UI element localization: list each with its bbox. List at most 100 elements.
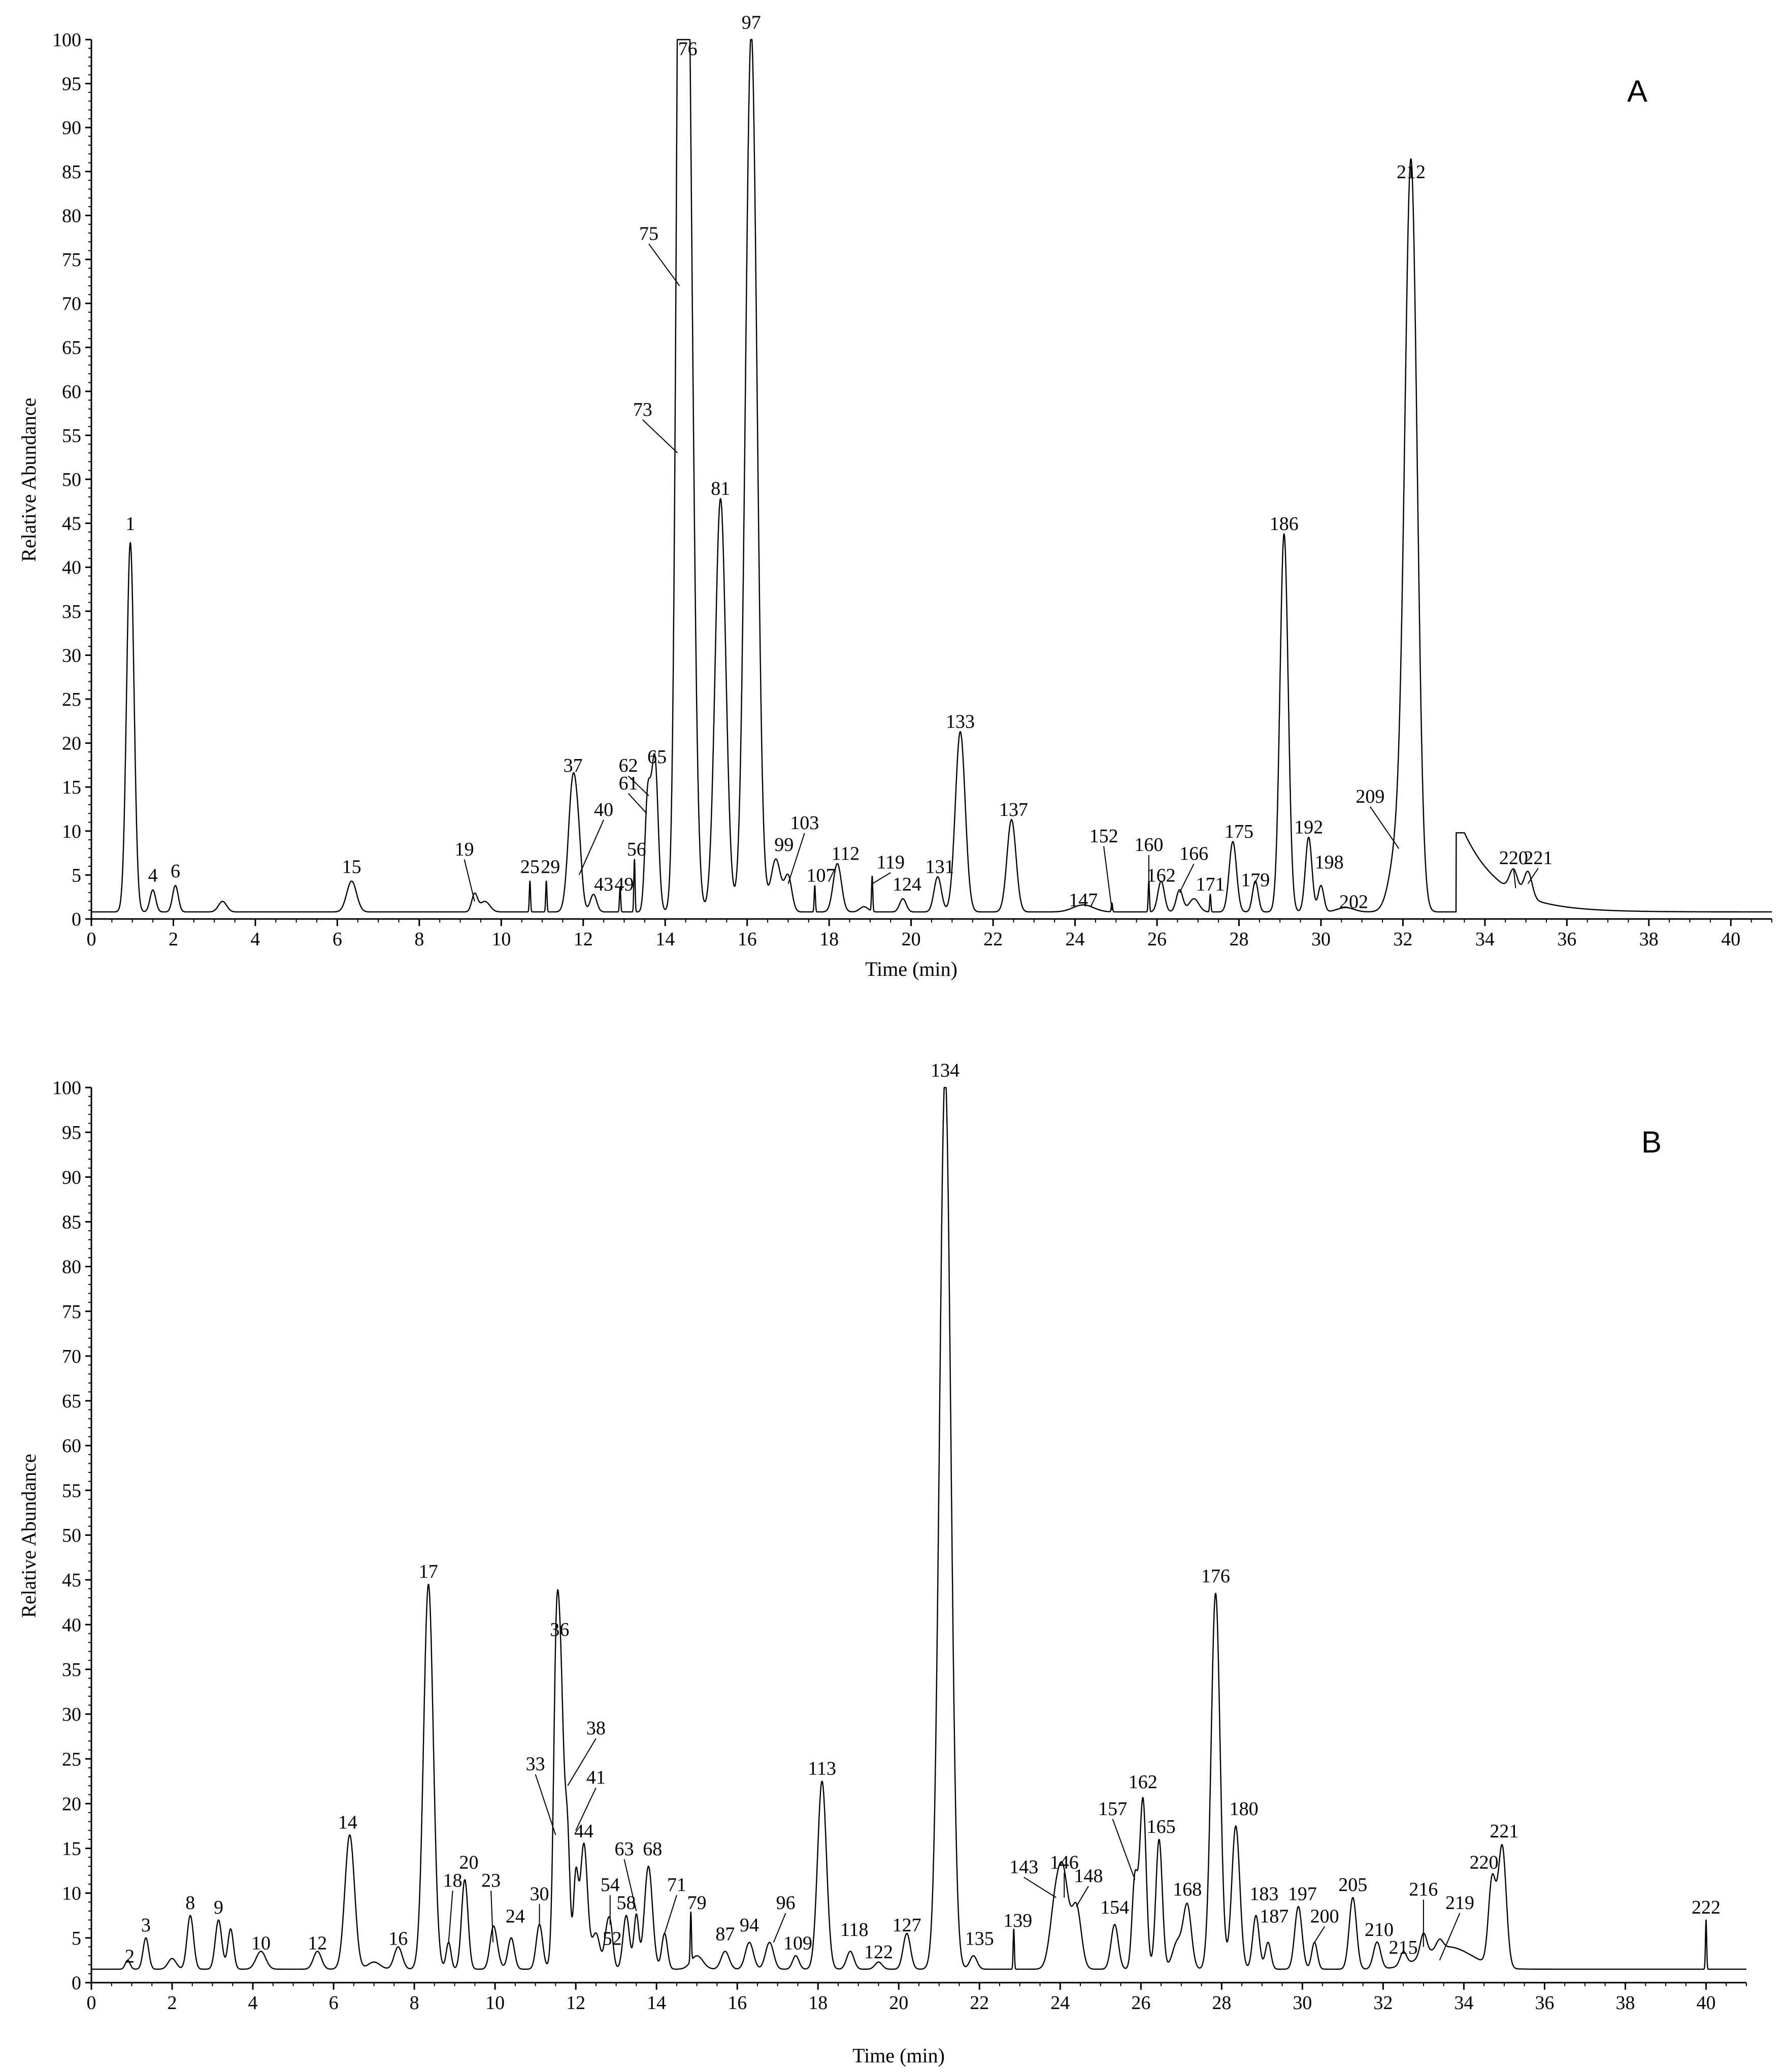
peak-leader-line [1103,846,1113,910]
peak-label: 166 [1179,843,1208,864]
peak-label: 216 [1409,1879,1438,1900]
y-tick-label: 75 [62,1301,81,1323]
y-tick-label: 50 [62,1525,81,1547]
y-tick-label: 60 [62,1435,81,1457]
peak-label: 41 [586,1767,606,1788]
peak-leader-line [1314,1926,1325,1943]
peak-label: 23 [481,1870,501,1891]
peak-label: 56 [627,839,646,860]
peak-label: 221 [1490,1821,1518,1842]
x-tick-label: 16 [738,929,757,950]
x-tick-label: 32 [1393,929,1412,950]
y-tick-label: 35 [62,601,81,622]
peak-label: 3 [141,1915,151,1936]
x-tick-label: 16 [728,1992,747,2014]
peak-label: 186 [1270,513,1299,535]
y-tick-label: 55 [62,425,81,446]
y-axis-label: Relative Abundance [17,1454,40,1618]
peak-label: 143 [1009,1856,1038,1878]
peak-label: 16 [388,1928,408,1949]
peak-label: 205 [1338,1874,1367,1896]
panel-a: 0510152025303540455055606570758085909510… [17,12,1772,980]
x-tick-label: 40 [1696,1992,1715,2014]
x-tick-label: 14 [655,929,675,950]
peak-label: 147 [1069,890,1098,911]
peak-label: 152 [1089,826,1118,847]
peak-label: 180 [1230,1798,1259,1820]
peak-label: 1 [125,513,135,535]
x-tick-label: 12 [566,1992,585,2014]
y-tick-label: 75 [62,249,81,271]
x-tick-label: 40 [1721,929,1740,950]
x-tick-label: 2 [169,929,178,950]
peak-label: 15 [342,856,361,877]
y-tick-label: 0 [72,1972,81,1994]
peak-label: 154 [1100,1897,1129,1918]
peak-label: 30 [530,1883,549,1904]
peak-label: 148 [1074,1865,1103,1887]
y-tick-label: 30 [62,1704,81,1725]
y-axis-label: Relative Abundance [17,398,40,562]
y-tick-label: 70 [62,1346,81,1367]
peak-label: 81 [711,478,730,500]
y-tick-label: 60 [62,381,81,403]
peak-leader-line [1370,806,1400,849]
x-tick-label: 34 [1454,1992,1473,2014]
peak-leader-line [642,419,678,453]
x-tick-label: 36 [1535,1992,1554,2014]
peak-label: 122 [864,1942,893,1963]
peak-label: 37 [564,755,583,776]
y-tick-label: 80 [62,205,81,226]
peak-label: 8 [185,1892,195,1914]
x-tick-label: 10 [485,1992,505,2014]
x-tick-label: 0 [87,1992,96,2014]
peak-leader-line [1112,1819,1136,1880]
peak-leader-line [448,1890,453,1943]
peak-label: 202 [1339,892,1368,913]
peak-label: 215 [1389,1937,1418,1958]
peak-label: 183 [1249,1883,1278,1904]
x-tick-label: 24 [1050,1992,1070,2014]
peak-label: 133 [946,711,975,733]
x-tick-label: 8 [414,929,424,950]
y-tick-label: 85 [62,1211,81,1233]
y-tick-label: 95 [62,74,81,95]
y-tick-label: 50 [62,469,81,490]
peak-label: 146 [1050,1852,1079,1873]
y-tick-label: 55 [62,1480,81,1501]
peak-label: 209 [1356,786,1384,807]
peak-label: 171 [1196,874,1225,895]
peak-label: 14 [338,1812,357,1833]
y-tick-label: 90 [62,1167,81,1188]
y-tick-label: 65 [62,1391,81,1412]
x-tick-label: 22 [983,929,1003,950]
y-tick-label: 15 [62,777,81,798]
x-tick-label: 34 [1475,929,1495,950]
chromatogram-trace [91,39,1772,913]
peak-leader-line [1527,868,1539,884]
peak-label: 176 [1201,1565,1230,1587]
x-tick-label: 22 [970,1992,989,2014]
x-tick-label: 12 [574,929,593,950]
peak-label: 2 [125,1946,135,1967]
peak-label: 19 [455,839,474,860]
peak-leader-line [1513,868,1516,889]
y-tick-label: 100 [52,29,81,51]
peak-label: 112 [832,843,860,864]
peak-label: 75 [639,223,658,244]
chromatogram-trace [91,1087,1747,1970]
y-tick-label: 100 [52,1077,81,1099]
peak-leader-line [567,1738,597,1786]
peak-leader-line [578,819,605,875]
x-tick-label: 0 [87,929,96,950]
peak-label: 43 [594,874,613,895]
peak-leader-line [490,1890,494,1943]
x-tick-label: 26 [1131,1992,1150,2014]
peak-label: 9 [214,1897,223,1918]
y-tick-label: 15 [62,1838,81,1860]
peak-label: 52 [603,1928,622,1949]
peak-leader-line [535,1774,556,1835]
x-tick-label: 28 [1229,929,1248,950]
peak-label: 127 [892,1915,921,1936]
